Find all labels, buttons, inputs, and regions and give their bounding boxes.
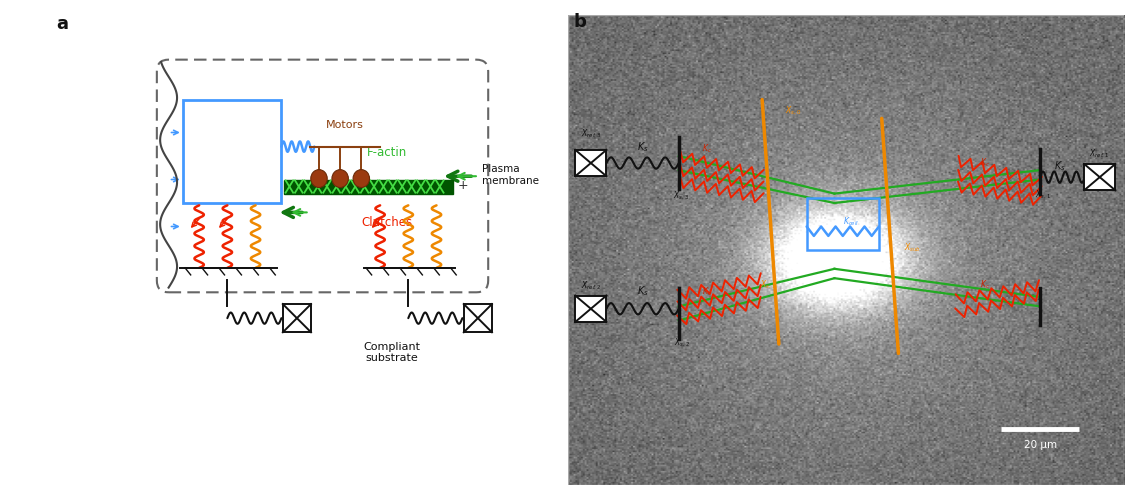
Bar bbox=[464, 304, 491, 332]
Ellipse shape bbox=[311, 170, 327, 188]
Text: Cell
body: Cell body bbox=[216, 138, 249, 166]
Text: $K_c$: $K_c$ bbox=[701, 142, 712, 155]
Text: $K_c$: $K_c$ bbox=[980, 156, 990, 169]
Text: $K_c$: $K_c$ bbox=[701, 286, 712, 298]
Bar bbox=[807, 198, 878, 250]
Text: b: b bbox=[573, 12, 586, 31]
Text: $X_{ref,3}$: $X_{ref,3}$ bbox=[580, 128, 602, 140]
Bar bbox=[183, 100, 281, 203]
Text: Plasma
membrane: Plasma membrane bbox=[482, 164, 539, 186]
Text: $X_{s,1}$: $X_{s,1}$ bbox=[1035, 189, 1051, 201]
Text: $K_s$: $K_s$ bbox=[637, 140, 648, 154]
Text: Compliant
substrate: Compliant substrate bbox=[363, 342, 420, 363]
Bar bbox=[575, 150, 606, 176]
Text: $K_c$: $K_c$ bbox=[980, 278, 990, 291]
FancyArrow shape bbox=[284, 180, 453, 194]
Text: $X_{ref,2}$: $X_{ref,2}$ bbox=[581, 280, 602, 292]
Ellipse shape bbox=[331, 170, 348, 188]
Text: Clutches: Clutches bbox=[362, 216, 413, 229]
Text: $X_{s,2}$: $X_{s,2}$ bbox=[673, 336, 689, 348]
Text: $X_{ref,1}$: $X_{ref,1}$ bbox=[1090, 148, 1110, 160]
Bar bbox=[575, 296, 606, 322]
Bar bbox=[1084, 164, 1116, 190]
Text: $X_{s,1}$: $X_{s,1}$ bbox=[759, 279, 775, 291]
Ellipse shape bbox=[353, 170, 370, 188]
Text: +: + bbox=[457, 179, 469, 192]
Text: $K_{cell}$: $K_{cell}$ bbox=[843, 215, 859, 228]
Text: 20 μm: 20 μm bbox=[1024, 440, 1057, 450]
Text: $X_{sub}$: $X_{sub}$ bbox=[903, 241, 920, 254]
Text: Motors: Motors bbox=[326, 120, 364, 130]
Text: F-actin: F-actin bbox=[367, 146, 407, 160]
Bar bbox=[283, 304, 311, 332]
Text: $X_{s,0}$: $X_{s,0}$ bbox=[784, 105, 801, 118]
Text: $K_s$: $K_s$ bbox=[1053, 159, 1066, 173]
Text: −: − bbox=[269, 179, 280, 192]
Text: a: a bbox=[56, 15, 68, 33]
Text: $K_s$: $K_s$ bbox=[637, 284, 648, 298]
Text: $X_{s,3}$: $X_{s,3}$ bbox=[673, 190, 690, 202]
